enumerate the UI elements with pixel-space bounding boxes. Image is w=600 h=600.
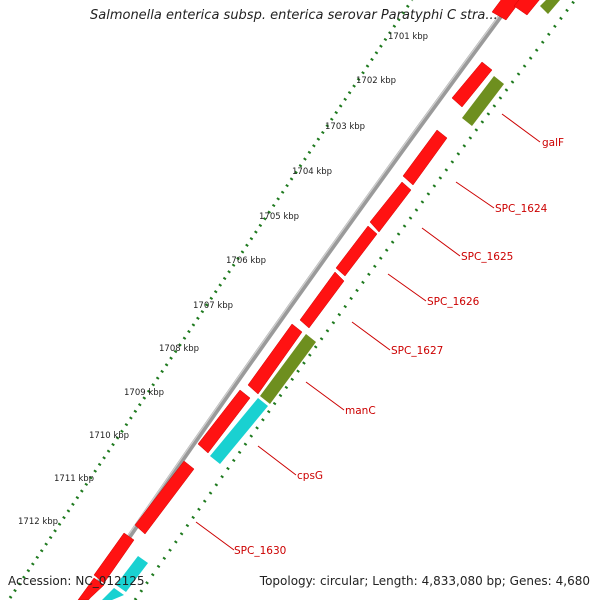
backbone-arc-highlight bbox=[83, 0, 512, 600]
gene-red-11 bbox=[93, 532, 135, 584]
leader-line-cpsG bbox=[257, 445, 297, 476]
gene-olive-2 bbox=[462, 76, 504, 126]
gene-label: cpsG bbox=[297, 470, 323, 482]
scale-label: 1705 kbp bbox=[259, 212, 299, 222]
olive-genes bbox=[260, 0, 560, 404]
genes-label: Genes: bbox=[509, 574, 552, 588]
leader-line-SPC_1624 bbox=[455, 181, 495, 209]
accession-value: NC_012125 bbox=[75, 574, 145, 588]
gene-red-3 bbox=[451, 61, 493, 108]
outer-tick-track bbox=[8, 0, 414, 599]
gene-red-2 bbox=[513, 0, 540, 16]
gene-olive-1 bbox=[540, 0, 560, 14]
gene-red-12 bbox=[77, 577, 105, 600]
gene-label: SPC_1630 bbox=[234, 545, 286, 557]
gene-red-8 bbox=[247, 323, 303, 395]
gene-label: SPC_1627 bbox=[391, 345, 443, 357]
inner-tick-track bbox=[133, 0, 577, 600]
genome-title: Salmonella enterica subsp. enterica sero… bbox=[90, 8, 498, 23]
topology-value: circular; bbox=[319, 574, 369, 588]
accession-info: Accession: NC_012125 bbox=[8, 574, 145, 588]
scale-label: 1701 kbp bbox=[388, 32, 428, 42]
accession-label: Accession: bbox=[8, 574, 72, 588]
leader-line-SPC_1630 bbox=[195, 521, 235, 551]
topology-label: Topology: bbox=[259, 574, 316, 588]
leader-line-manC bbox=[305, 381, 345, 411]
gene-label: manC bbox=[345, 405, 376, 417]
gene-red-5 bbox=[369, 181, 412, 233]
gene-red-1 bbox=[491, 0, 522, 21]
gene-label: SPC_1624 bbox=[495, 203, 548, 215]
gene-red-6 bbox=[335, 225, 378, 277]
scale-label: 1702 kbp bbox=[356, 76, 396, 86]
scale-label: 1708 kbp bbox=[159, 344, 199, 354]
leader-line-SPC_1626 bbox=[387, 273, 427, 302]
scale-label: 1711 kbp bbox=[54, 474, 94, 484]
gene-red-7 bbox=[299, 271, 345, 329]
scale-label: 1704 kbp bbox=[292, 167, 332, 177]
scale-label: 1709 kbp bbox=[124, 388, 164, 398]
gene-cyan-2 bbox=[116, 556, 148, 592]
cyan-genes bbox=[102, 398, 268, 600]
gene-cyan-1 bbox=[210, 398, 268, 464]
gene-label: SPC_1625 bbox=[461, 251, 513, 263]
gene-label: galF bbox=[542, 137, 564, 149]
length-value: 4,833,080 bp; bbox=[421, 574, 506, 588]
genome-summary: Topology: circular; Length: 4,833,080 bp; … bbox=[260, 574, 590, 588]
leader-line-SPC_1625 bbox=[421, 227, 461, 257]
scale-label: 1712 kbp bbox=[18, 517, 58, 527]
gene-red-4 bbox=[402, 129, 448, 186]
scale-label: 1703 kbp bbox=[325, 122, 365, 132]
gene-label: SPC_1626 bbox=[427, 296, 480, 308]
gene-red-10 bbox=[134, 460, 195, 535]
length-label: Length: bbox=[372, 574, 418, 588]
gene-cyan-3 bbox=[102, 588, 124, 600]
gene-olive-3 bbox=[260, 334, 316, 404]
scale-label: 1710 kbp bbox=[89, 431, 129, 441]
gene-red-9 bbox=[197, 389, 251, 454]
scale-label: 1706 kbp bbox=[226, 256, 266, 266]
red-genes bbox=[77, 0, 540, 600]
scale-label: 1707 kbp bbox=[193, 301, 233, 311]
genes-value: 4,680 bbox=[555, 574, 590, 588]
leader-line-galF bbox=[501, 113, 541, 143]
leader-line-SPC_1627 bbox=[351, 321, 391, 351]
